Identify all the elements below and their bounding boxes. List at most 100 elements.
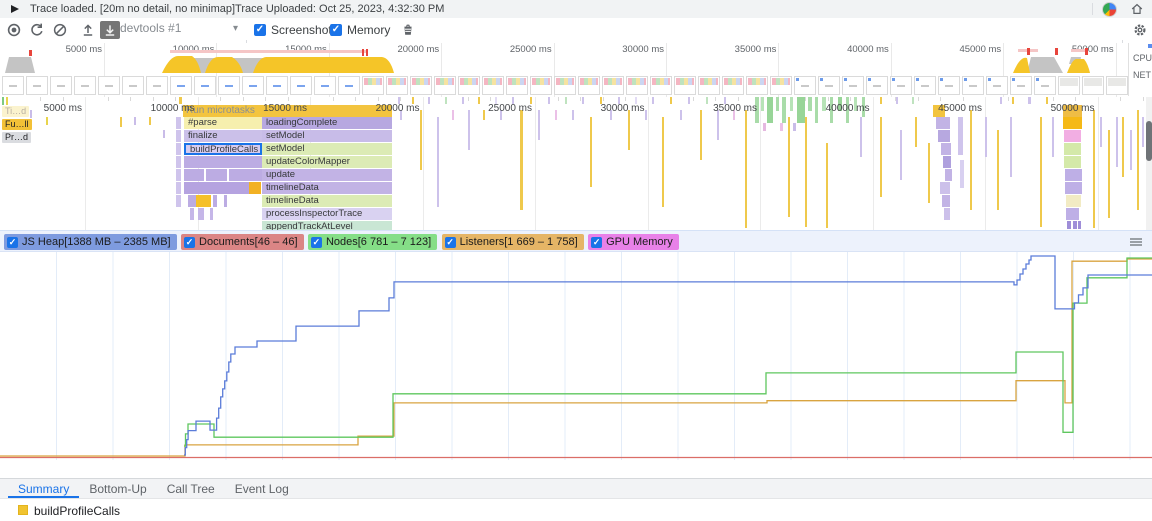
avatar[interactable] <box>1102 2 1117 17</box>
flame-bar-buildprofilecalls[interactable]: buildProfileCalls <box>184 143 262 155</box>
screenshot-thumbnail[interactable] <box>362 76 384 95</box>
screenshot-thumbnail[interactable] <box>554 76 576 95</box>
counter-chip-gpu-memory[interactable]: ✓ GPU Memory <box>588 234 679 251</box>
screenshot-thumbnail[interactable] <box>266 76 288 95</box>
screenshot-thumbnail[interactable] <box>1034 76 1056 95</box>
screenshot-thumbnail[interactable] <box>170 76 192 95</box>
screenshot-thumbnail[interactable] <box>1106 76 1128 95</box>
flame-bar-appendtrackatlevel[interactable]: appendTrackAtLevel <box>262 221 392 230</box>
screenshot-thumbnail[interactable] <box>314 76 336 95</box>
tab-summary[interactable]: Summary <box>8 479 80 498</box>
screenshot-thumbnail[interactable] <box>890 76 912 95</box>
memory-line-chart[interactable] <box>0 252 1152 478</box>
track-label-timings[interactable]: Ti…d <box>2 106 30 117</box>
flame-bar-timelinedata[interactable]: timelineData <box>262 182 392 194</box>
counter-checkbox[interactable]: ✓ <box>184 236 196 248</box>
memory-checkbox[interactable]: ✓ <box>330 24 342 36</box>
screenshot-thumbnail[interactable] <box>1010 76 1032 95</box>
screenshot-thumbnail[interactable] <box>578 76 600 95</box>
screenshot-thumbnail[interactable] <box>842 76 864 95</box>
flame-bar-run-microtasks[interactable]: Run microtasks <box>183 105 392 117</box>
memory-counters-chart[interactable] <box>0 252 1152 478</box>
screenshot-thumbnail[interactable] <box>50 76 72 95</box>
screenshot-thumbnail[interactable] <box>410 76 432 95</box>
counter-chip-documents[interactable]: ✓ Documents[46 – 46] <box>181 234 304 251</box>
clear-button[interactable] <box>50 21 70 39</box>
memory-toggle[interactable]: ✓ Memory <box>330 23 390 37</box>
reload-button[interactable] <box>27 21 47 39</box>
main-flame-chart[interactable]: 5000 ms 10000 ms 15000 ms 20000 ms 25000 ms 3… <box>0 97 1152 230</box>
screenshot-thumbnail[interactable] <box>242 76 264 95</box>
screenshot-thumbnail[interactable] <box>2 76 24 95</box>
screenshot-thumbnail[interactable] <box>122 76 144 95</box>
flame-bar-loadingcomplete[interactable]: loadingComplete <box>262 117 392 129</box>
tab-event-log[interactable]: Event Log <box>234 482 289 496</box>
flame-bar-timelinedata[interactable]: timelineData <box>262 195 392 207</box>
overflow-menu-icon[interactable] <box>1130 238 1142 247</box>
screenshot-thumbnail[interactable] <box>962 76 984 95</box>
profile-select[interactable]: devtools #1 ▾ <box>120 21 242 39</box>
tab-call-tree[interactable]: Call Tree <box>166 482 215 496</box>
screenshot-thumbnail[interactable] <box>1058 76 1080 95</box>
flame-bar-setmodel[interactable]: setModel <box>262 130 392 142</box>
counter-checkbox[interactable]: ✓ <box>591 236 603 248</box>
screenshot-thumbnail[interactable] <box>98 76 120 95</box>
scrollbar-thumb[interactable] <box>1146 121 1152 161</box>
screenshots-checkbox[interactable]: ✓ <box>254 24 266 36</box>
screenshot-thumbnail[interactable] <box>1082 76 1104 95</box>
counter-chip-nodes[interactable]: ✓ Nodes[6 781 – 7 123] <box>307 234 438 251</box>
screenshot-thumbnail[interactable] <box>458 76 480 95</box>
home-icon[interactable] <box>1130 2 1144 16</box>
screenshot-thumbnail[interactable] <box>650 76 672 95</box>
counter-chip-js-heap[interactable]: ✓ JS Heap[1388 MB – 2385 MB] <box>4 234 177 251</box>
screenshot-thumbnail[interactable] <box>818 76 840 95</box>
flame-scrollbar[interactable] <box>1146 97 1152 230</box>
play-icon[interactable] <box>11 5 19 13</box>
download-trace-button[interactable] <box>100 21 120 39</box>
track-label-thread[interactable]: Pr…d <box>2 132 32 143</box>
screenshot-thumbnail[interactable] <box>146 76 168 95</box>
flame-bar-setmodel[interactable]: setModel <box>262 143 392 155</box>
tab-bottom-up[interactable]: Bottom-Up <box>89 482 147 496</box>
screenshot-thumbnail[interactable] <box>866 76 888 95</box>
settings-button[interactable] <box>1130 21 1150 39</box>
screenshot-thumbnail[interactable] <box>434 76 456 95</box>
screenshot-thumbnail[interactable] <box>482 76 504 95</box>
screenshot-thumbnail[interactable] <box>770 76 792 95</box>
screenshot-thumbnail[interactable] <box>26 76 48 95</box>
screenshot-thumbnail[interactable] <box>794 76 816 95</box>
timeline-minimap[interactable]: 5000 ms 10000 ms 15000 ms 20000 ms 25000 ms 3… <box>0 43 1152 98</box>
screenshot-thumbnail[interactable] <box>746 76 768 95</box>
counter-checkbox[interactable]: ✓ <box>310 236 322 248</box>
screenshot-thumbnail[interactable] <box>290 76 312 95</box>
flame-bar-updatecolormapper[interactable]: updateColorMapper <box>262 156 392 168</box>
collect-garbage-button[interactable] <box>398 21 418 39</box>
screenshot-thumbnail[interactable] <box>530 76 552 95</box>
screenshot-thumbnail[interactable] <box>338 76 360 95</box>
screenshot-thumbnail[interactable] <box>506 76 528 95</box>
screenshot-thumbnail[interactable] <box>986 76 1008 95</box>
track-label-main[interactable]: Fu…ll <box>2 119 32 130</box>
counter-checkbox[interactable]: ✓ <box>444 236 456 248</box>
screenshot-thumbnail[interactable] <box>386 76 408 95</box>
screenshot-thumbnail[interactable] <box>722 76 744 95</box>
flame-bar-update[interactable]: update <box>262 169 392 181</box>
cpu-activity-overview[interactable] <box>0 43 1152 76</box>
counter-checkbox[interactable]: ✓ <box>7 236 18 248</box>
screenshot-thumbnail[interactable] <box>938 76 960 95</box>
screenshot-thumbnail[interactable] <box>194 76 216 95</box>
screenshot-thumbnail[interactable] <box>674 76 696 95</box>
counter-chip-listeners[interactable]: ✓ Listeners[1 669 – 1 758] <box>441 234 584 251</box>
screenshot-thumbnail[interactable] <box>698 76 720 95</box>
screenshot-thumbnail[interactable] <box>218 76 240 95</box>
screenshot-thumbnail[interactable] <box>74 76 96 95</box>
flame-bar-parse[interactable]: #parse <box>184 117 262 129</box>
screenshots-toggle[interactable]: ✓ Screenshots <box>254 23 338 37</box>
flame-bar-processinspectortrace[interactable]: processInspectorTrace <box>262 208 392 220</box>
flame-bar-finalize[interactable]: finalize <box>184 130 262 142</box>
screenshot-thumbnail[interactable] <box>602 76 624 95</box>
screenshot-thumbnail[interactable] <box>914 76 936 95</box>
screenshot-thumbnail[interactable] <box>626 76 648 95</box>
record-button[interactable] <box>4 21 24 39</box>
upload-trace-button[interactable] <box>78 21 98 39</box>
